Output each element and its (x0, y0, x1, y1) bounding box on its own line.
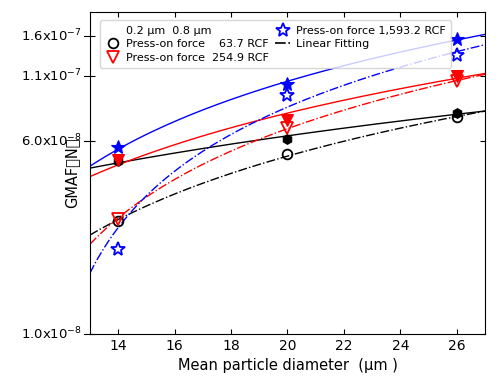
X-axis label: Mean particle diameter  (μm ): Mean particle diameter (μm ) (178, 358, 398, 373)
Text: 1.0x10$^{-8}$: 1.0x10$^{-8}$ (21, 326, 82, 342)
Text: 1.6x10$^{-7}$: 1.6x10$^{-7}$ (22, 27, 82, 44)
Legend: 0.2 μm  0.8 μm, Press-on force    63.7 RCF, Press-on force  254.9 RCF, Press-on : 0.2 μm 0.8 μm, Press-on force 63.7 RCF, … (100, 21, 451, 68)
Text: 1.1x10$^{-7}$: 1.1x10$^{-7}$ (22, 68, 82, 84)
Text: 6.0x10$^{-8}$: 6.0x10$^{-8}$ (21, 133, 82, 149)
Y-axis label: GMAF（N）: GMAF（N） (64, 137, 80, 208)
